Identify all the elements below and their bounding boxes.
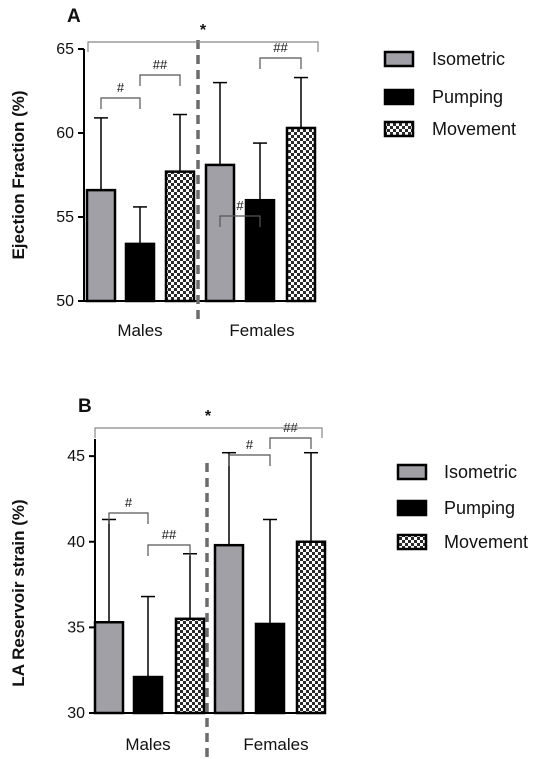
legend-swatch-movement <box>396 533 428 551</box>
bar-isometric <box>213 543 245 715</box>
panel-a: A Ejection Fraction (%) 50 55 60 65 Males Fem… <box>9 6 516 340</box>
legend-label: Movement <box>444 532 528 552</box>
x-category-label: Females <box>243 735 308 754</box>
legend-swatch-movement <box>383 120 415 138</box>
significance-marker: # <box>125 495 133 510</box>
legend-swatch-isometric <box>383 50 415 68</box>
x-category-label: Males <box>117 321 162 340</box>
significance-marker: * <box>200 22 207 39</box>
significance-marker: ## <box>273 40 288 55</box>
bar-pumping <box>132 675 164 715</box>
y-tick-label: 40 <box>67 534 85 551</box>
bar-pumping <box>244 198 276 303</box>
significance-bracket <box>259 57 302 69</box>
x-category-label: Females <box>229 321 294 340</box>
significance-bracket <box>269 437 312 449</box>
bar-pumping <box>254 622 286 715</box>
bar-movement <box>174 617 206 715</box>
y-tick-label: 50 <box>56 293 74 310</box>
legend-swatch-pumping <box>383 88 415 106</box>
significance-bracket <box>139 74 181 86</box>
y-tick-label: 60 <box>56 125 74 142</box>
significance-bracket <box>228 454 271 466</box>
significance-marker: ## <box>153 57 168 72</box>
x-category-label: Males <box>125 735 170 754</box>
y-tick-label: 45 <box>67 448 85 465</box>
legend-label: Isometric <box>432 49 505 69</box>
bar-movement <box>164 170 196 303</box>
legend-label: Pumping <box>432 87 503 107</box>
bar-pumping <box>124 242 156 303</box>
bar-movement <box>295 540 327 715</box>
y-tick-label: 35 <box>67 619 85 636</box>
bar-isometric <box>93 620 125 715</box>
legend-label: Isometric <box>444 462 517 482</box>
significance-bracket <box>147 544 191 556</box>
significance-marker: # <box>236 198 244 213</box>
legend-swatch-pumping <box>396 499 428 517</box>
panel-letter: B <box>78 396 92 417</box>
significance-marker: * <box>205 408 212 425</box>
bar-isometric <box>85 188 117 303</box>
panel-letter: A <box>67 6 81 27</box>
bar-isometric <box>204 163 236 303</box>
significance-bracket <box>94 427 323 438</box>
panel-b: B LA Reservoir strain (%) 30 35 40 45 Males F… <box>9 396 528 757</box>
significance-bracket <box>219 215 261 227</box>
significance-marker: # <box>117 80 125 95</box>
y-axis-label: Ejection Fraction (%) <box>9 90 28 259</box>
significance-marker: ## <box>162 527 177 542</box>
legend-label: Pumping <box>444 498 515 518</box>
significance-bracket <box>100 97 141 109</box>
legend-label: Movement <box>432 119 516 139</box>
significance-marker: # <box>246 437 254 452</box>
significance-bracket <box>108 512 149 524</box>
bar-movement <box>285 126 317 303</box>
y-axis-label: LA Reservoir strain (%) <box>9 499 28 686</box>
significance-bracket <box>87 41 319 52</box>
y-tick-label: 55 <box>56 209 74 226</box>
y-tick-label: 30 <box>67 705 85 722</box>
legend-swatch-isometric <box>396 463 428 481</box>
y-tick-label: 65 <box>56 41 74 58</box>
